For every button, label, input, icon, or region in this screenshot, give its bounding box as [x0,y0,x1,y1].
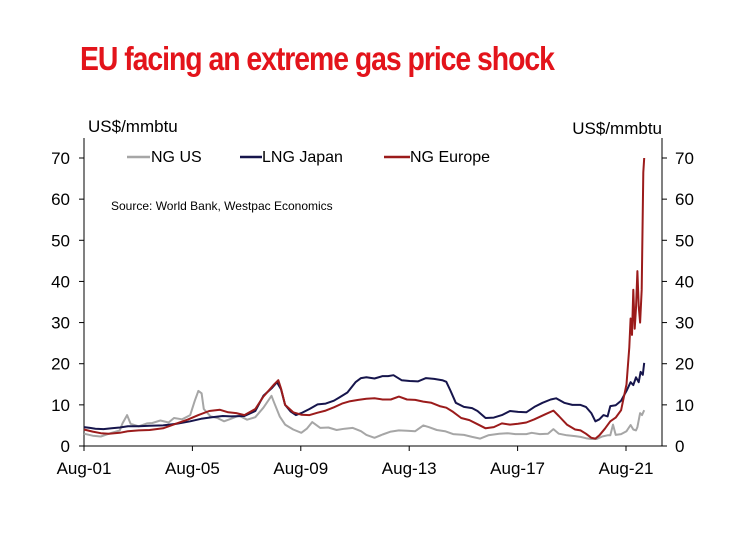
left-y-tick-label: 0 [61,437,70,456]
chart-title: EU facing an extreme gas price shock [80,40,555,77]
left-y-tick-label: 10 [51,396,70,415]
right-y-ticks: 0 10 20 30 40 50 60 70 [662,149,694,456]
left-y-tick-label: 40 [51,272,70,291]
x-ticks: Aug-01 Aug-05 Aug-09 Aug-13 Aug-17 Aug-21 [57,446,654,478]
right-y-tick-label: 30 [675,314,694,333]
right-y-tick-label: 10 [675,396,694,415]
right-y-tick-label: 60 [675,190,694,209]
series-line-lng-japan [83,362,646,431]
series-line-ng-europe [83,157,646,440]
right-y-tick-label: 50 [675,231,694,250]
x-tick-label: Aug-21 [599,459,654,478]
legend-label-ng-us: NG US [151,149,202,166]
x-tick-label: Aug-17 [490,459,545,478]
legend-label-ng-europe: NG Europe [410,149,490,166]
right-y-tick-label: 40 [675,272,694,291]
left-y-tick-label: 60 [51,190,70,209]
left-y-tick-label: 30 [51,314,70,333]
x-tick-label: Aug-13 [382,459,437,478]
legend: NG US LNG Japan NG Europe [127,149,490,166]
right-y-tick-label: 0 [675,437,684,456]
left-y-tick-label: 50 [51,231,70,250]
right-y-tick-label: 70 [675,149,694,168]
x-tick-label: Aug-01 [57,459,112,478]
x-tick-label: Aug-09 [273,459,328,478]
left-y-ticks: 0 10 20 30 40 50 60 70 [51,149,84,456]
series-lines [83,157,646,440]
right-y-tick-label: 20 [675,355,694,374]
left-y-tick-label: 20 [51,355,70,374]
legend-label-lng-japan: LNG Japan [262,149,343,166]
left-y-tick-label: 70 [51,149,70,168]
left-axis-unit-label: US$/mmbtu [88,117,178,136]
x-tick-label: Aug-05 [165,459,220,478]
right-axis-unit-label: US$/mmbtu [572,119,662,138]
source-note: Source: World Bank, Westpac Economics [111,199,333,213]
